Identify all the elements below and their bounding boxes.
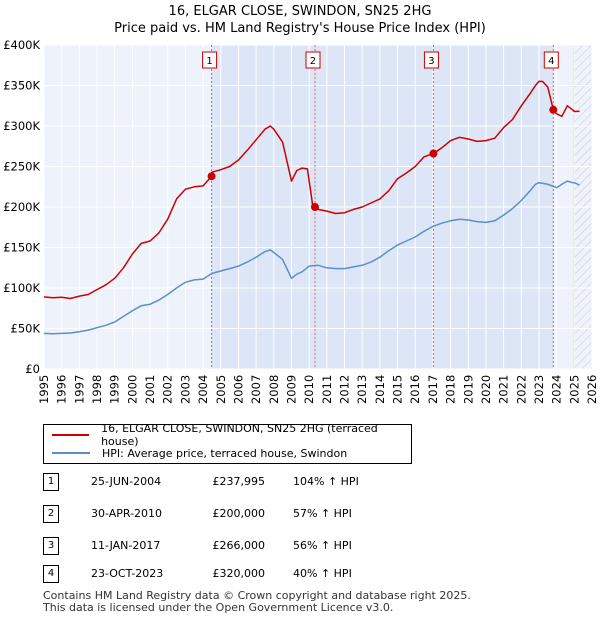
sale-label-text: 4: [548, 56, 554, 67]
x-tick-label: 1997: [72, 375, 86, 404]
x-tick-label: 1996: [55, 375, 69, 404]
sale-label-text: 1: [206, 56, 212, 67]
sale-point: [310, 203, 319, 211]
x-tick-label: 2015: [391, 375, 405, 404]
sale-price: £200,000: [212, 507, 266, 520]
sale-badge: 1: [43, 473, 59, 491]
x-tick-label: 2007: [249, 375, 263, 404]
footer: Contains HM Land Registry data © Crown c…: [43, 590, 471, 614]
sale-date: 30-APR-2010: [91, 507, 163, 520]
x-tick-label: 1998: [90, 375, 104, 404]
sale-point: [549, 105, 558, 114]
sale-label-box: [423, 51, 439, 69]
sale-row-3: 3 11-JAN-2017 £266,000 56% ↑ HPI: [43, 537, 563, 555]
sale-point: [429, 149, 438, 158]
sale-label-text: 2: [310, 56, 316, 67]
sale-row-1: 1 25-JUN-2004 £237,995 104% ↑ HPI: [43, 473, 563, 491]
legend-label-property: 16, ELGAR CLOSE, SWINDON, SN25 2HG (terr…: [101, 422, 378, 448]
x-tick-label: 2006: [231, 375, 245, 404]
sale-date: 23-OCT-2023: [91, 567, 164, 580]
sale-hpi-change: 57% ↑ HPI: [293, 507, 352, 520]
x-tick-label: 2017: [426, 375, 440, 404]
x-tick-label: 2025: [567, 375, 581, 404]
x-tick-label: 2024: [550, 375, 564, 404]
x-tick-label: 2004: [196, 375, 210, 404]
sale-row-2: 2 30-APR-2010 £200,000 57% ↑ HPI: [43, 505, 563, 523]
x-tick-label: 2003: [178, 375, 192, 404]
x-tick-label: 2018: [444, 375, 458, 404]
chart-subtitle: Price paid vs. HM Land Registry's House …: [114, 21, 486, 36]
footer-copyright: Contains HM Land Registry data © Crown c…: [43, 589, 471, 602]
x-tick-label: 2001: [143, 375, 157, 404]
y-tick-label: £100K: [3, 281, 40, 295]
x-tick-label: 2026: [585, 375, 599, 404]
legend-item-property: 16, ELGAR CLOSE, SWINDON, SN25 2HG (terr…: [52, 422, 411, 448]
sale-row-4: 4 23-OCT-2023 £320,000 40% ↑ HPI: [43, 565, 563, 583]
sale-price: £320,000: [212, 567, 266, 580]
x-tick-label: 2002: [161, 375, 175, 404]
x-tick-label: 2020: [479, 375, 493, 404]
legend: 16, ELGAR CLOSE, SWINDON, SN25 2HG (terr…: [43, 422, 412, 464]
x-tick-label: 2021: [497, 375, 511, 404]
y-tick-label: £300K: [3, 119, 40, 133]
sale-hpi-change: 56% ↑ HPI: [293, 539, 352, 552]
sale-hpi-change: 40% ↑ HPI: [293, 567, 352, 580]
y-tick-label: £400K: [3, 38, 40, 52]
sale-label-box: [305, 51, 321, 69]
legend-label-hpi: HPI: Average price, terraced house, Swin…: [102, 446, 348, 460]
x-tick-label: 2000: [125, 375, 139, 404]
sale-badge: 4: [43, 565, 59, 583]
x-tick-label: 2008: [267, 375, 281, 404]
sale-hpi-change: 104% ↑ HPI: [293, 475, 359, 488]
legend-swatch-property: [52, 434, 90, 436]
x-tick-label: 1995: [37, 375, 51, 404]
y-tick-label: £200K: [3, 200, 40, 214]
x-tick-label: 2005: [214, 375, 228, 404]
sale-price: £237,995: [212, 475, 266, 488]
legend-swatch-hpi: [52, 452, 90, 454]
sale-price: £266,000: [212, 539, 266, 552]
sale-point: [207, 172, 216, 181]
x-tick-label: 2014: [373, 375, 387, 404]
price-chart: 1 2 3 4 £0 £50K £100K £150K £200K £250K £300K £350K…: [3, 38, 599, 404]
y-tick-label: £150K: [3, 241, 40, 255]
x-tick-label: 2023: [532, 375, 546, 404]
x-tick-label: 2019: [461, 375, 475, 404]
x-tick-label: 2012: [338, 375, 352, 404]
footer-licence: This data is licensed under the Open Gov…: [43, 601, 394, 614]
hpi-series-line: [43, 180, 580, 335]
y-tick-label: £50K: [11, 322, 41, 336]
y-tick-label: £250K: [3, 160, 40, 174]
sale-label-box: [543, 51, 559, 69]
x-tick-label: 2010: [302, 375, 316, 404]
sale-date: 11-JAN-2017: [91, 539, 161, 552]
x-tick-label: 2022: [514, 375, 528, 404]
chart-title: 16, ELGAR CLOSE, SWINDON, SN25 2HG: [168, 4, 432, 19]
sale-label-box: [202, 51, 218, 69]
x-tick-label: 2009: [284, 375, 298, 404]
legend-item-hpi: HPI: Average price, terraced house, Swin…: [52, 445, 347, 461]
sale-badge: 2: [43, 505, 59, 523]
x-tick-label: 2016: [408, 375, 422, 404]
sale-label-text: 3: [428, 56, 434, 67]
x-tick-label: 2011: [320, 375, 334, 404]
x-tick-label: 1999: [108, 375, 122, 404]
sale-date: 25-JUN-2004: [91, 475, 162, 488]
sale-badge: 3: [43, 537, 59, 555]
y-tick-label: £0: [25, 362, 40, 376]
y-tick-label: £350K: [3, 79, 40, 93]
x-tick-label: 2013: [355, 375, 369, 404]
